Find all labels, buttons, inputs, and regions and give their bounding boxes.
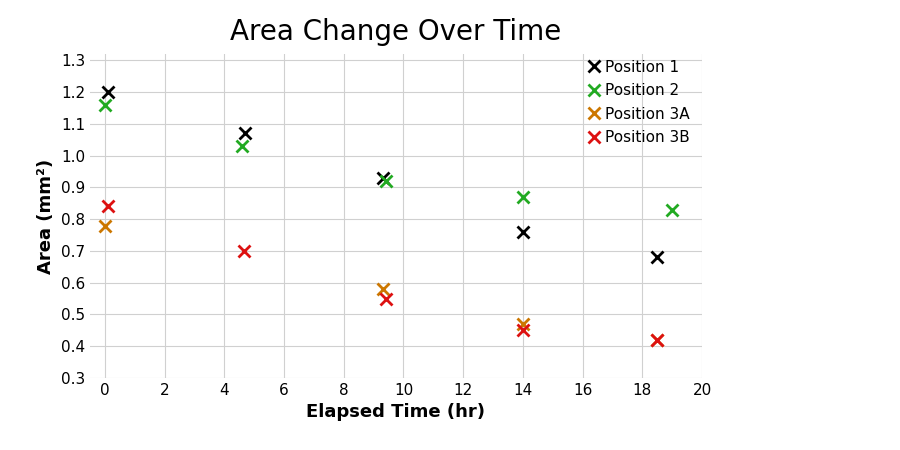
Position 1: [103, 90, 113, 95]
Position 2: [100, 102, 111, 108]
Line: Position 1: Position 1: [102, 86, 663, 264]
Position 3A: [518, 321, 528, 327]
Legend: Position 1, Position 2, Position 3A, Position 3B: Position 1, Position 2, Position 3A, Pos…: [585, 55, 695, 149]
Position 3B: [238, 248, 249, 254]
Line: Position 3B: Position 3B: [102, 200, 663, 346]
Line: Position 2: Position 2: [99, 99, 679, 216]
Position 2: [237, 144, 248, 149]
Title: Area Change Over Time: Area Change Over Time: [230, 18, 562, 46]
Position 3B: [380, 296, 391, 302]
Position 1: [377, 175, 388, 180]
Position 3A: [377, 286, 388, 292]
Position 2: [518, 194, 528, 200]
Position 1: [518, 229, 528, 234]
Y-axis label: Area (mm²): Area (mm²): [37, 158, 55, 274]
Position 3A: [100, 223, 111, 228]
Position 1: [239, 130, 250, 136]
Position 3B: [652, 337, 662, 342]
X-axis label: Elapsed Time (hr): Elapsed Time (hr): [307, 403, 485, 421]
Position 3A: [652, 337, 662, 342]
Position 2: [380, 178, 391, 184]
Position 3B: [518, 328, 528, 333]
Position 2: [667, 207, 678, 212]
Position 3B: [103, 204, 113, 209]
Position 1: [652, 255, 662, 260]
Line: Position 3A: Position 3A: [99, 219, 663, 346]
